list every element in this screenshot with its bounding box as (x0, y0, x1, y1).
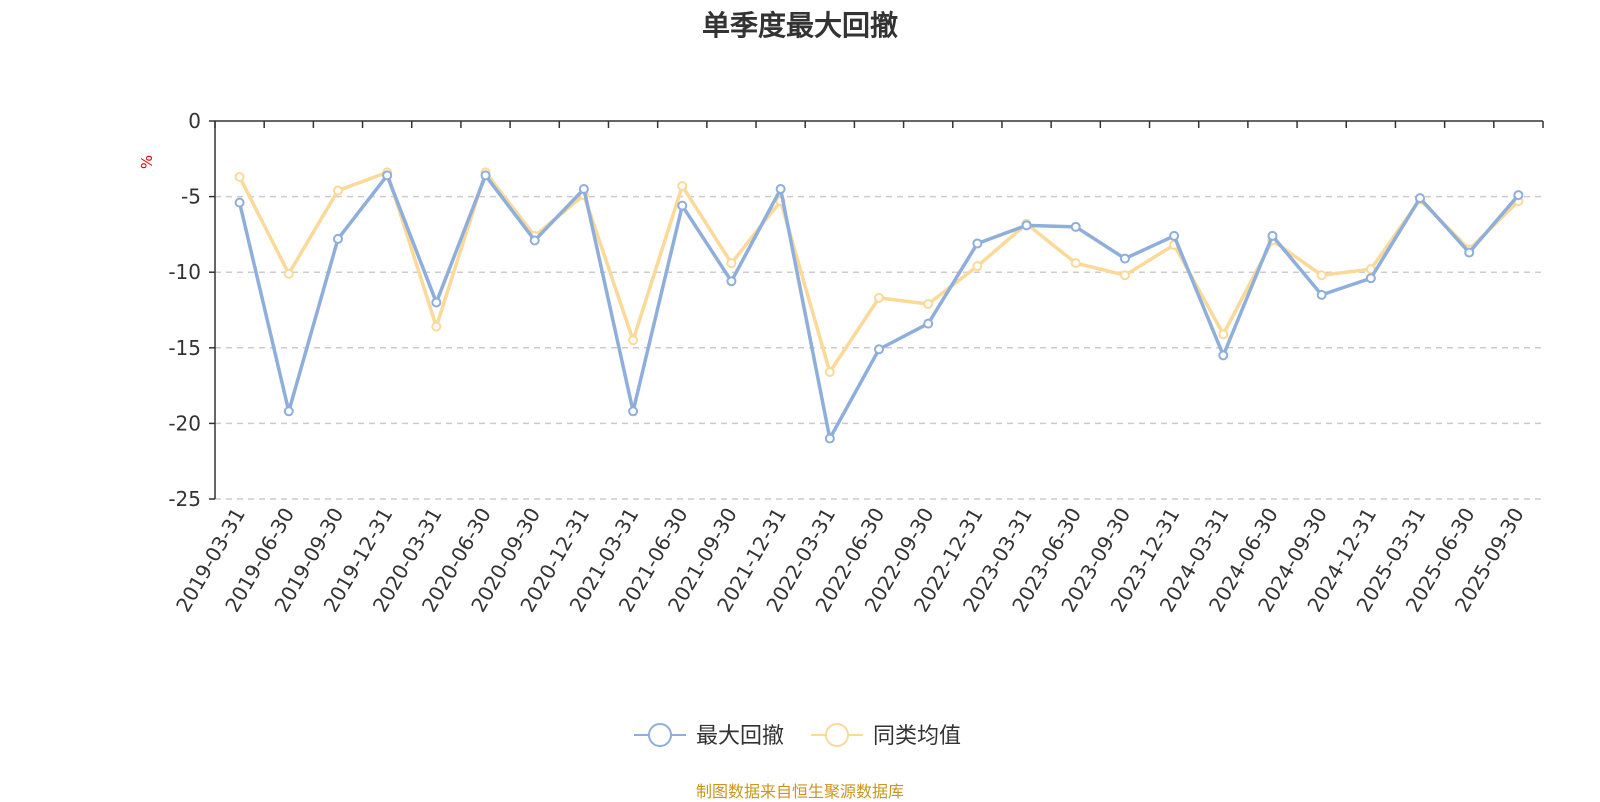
data-point[interactable] (1070, 221, 1081, 232)
source-note: 制图数据来自恒生聚源数据库 (695, 782, 904, 801)
data-point[interactable] (1415, 193, 1426, 204)
y-tick-label: -25 (168, 487, 201, 511)
data-point[interactable] (824, 366, 835, 377)
data-point[interactable] (431, 297, 442, 308)
data-point[interactable] (529, 235, 540, 246)
data-point[interactable] (382, 170, 393, 181)
data-point[interactable] (1267, 230, 1278, 241)
data-point[interactable] (677, 181, 688, 192)
data-point[interactable] (1021, 220, 1032, 231)
y-tick-label: -20 (168, 411, 201, 435)
y-tick-label: -15 (168, 336, 201, 360)
data-point[interactable] (628, 406, 639, 417)
legend[interactable]: 最大回撤 同类均值 (634, 723, 961, 749)
series-1 (234, 167, 1524, 377)
legend-circle-icon (825, 723, 849, 747)
legend-label: 同类均值 (873, 724, 961, 749)
data-point[interactable] (726, 258, 737, 269)
grid-layer (215, 195, 1543, 500)
data-point[interactable] (1365, 273, 1376, 284)
data-point[interactable] (1119, 270, 1130, 281)
data-point[interactable] (1218, 329, 1229, 340)
data-point[interactable] (234, 171, 245, 182)
y-tick-label: -5 (181, 185, 201, 209)
data-point[interactable] (1316, 270, 1327, 281)
data-point[interactable] (283, 406, 294, 417)
chart-title: 单季度最大回撤 (701, 9, 898, 42)
data-point[interactable] (677, 200, 688, 211)
data-point[interactable] (923, 298, 934, 309)
data-point[interactable] (726, 276, 737, 287)
data-point[interactable] (283, 268, 294, 279)
legend-circle-icon (648, 723, 672, 747)
data-point[interactable] (332, 185, 343, 196)
data-point[interactable] (1119, 253, 1130, 264)
data-point[interactable] (578, 184, 589, 195)
data-point[interactable] (332, 233, 343, 244)
series-0 (234, 170, 1524, 444)
legend-item-1[interactable]: 同类均值 (811, 723, 961, 749)
data-point[interactable] (972, 238, 983, 249)
data-point[interactable] (824, 433, 835, 444)
data-point[interactable] (628, 335, 639, 346)
data-point[interactable] (972, 261, 983, 272)
data-point[interactable] (1169, 230, 1180, 241)
data-point[interactable] (874, 344, 884, 355)
data-point[interactable] (431, 321, 442, 332)
data-point[interactable] (1316, 289, 1327, 300)
data-point[interactable] (1513, 190, 1524, 201)
series-layer (234, 167, 1524, 444)
data-point[interactable] (874, 292, 884, 303)
data-point[interactable] (1464, 247, 1475, 258)
data-point[interactable] (480, 170, 491, 181)
legend-item-0[interactable]: 最大回撤 (634, 723, 784, 749)
data-point[interactable] (1070, 258, 1081, 269)
data-point[interactable] (1218, 350, 1229, 361)
y-unit-label: % (138, 155, 156, 169)
data-point[interactable] (775, 184, 786, 195)
y-tick-label: -10 (168, 260, 201, 284)
y-tick-label: 0 (188, 109, 201, 133)
data-point[interactable] (234, 197, 245, 208)
legend-label: 最大回撤 (696, 724, 784, 749)
data-point[interactable] (923, 318, 934, 329)
